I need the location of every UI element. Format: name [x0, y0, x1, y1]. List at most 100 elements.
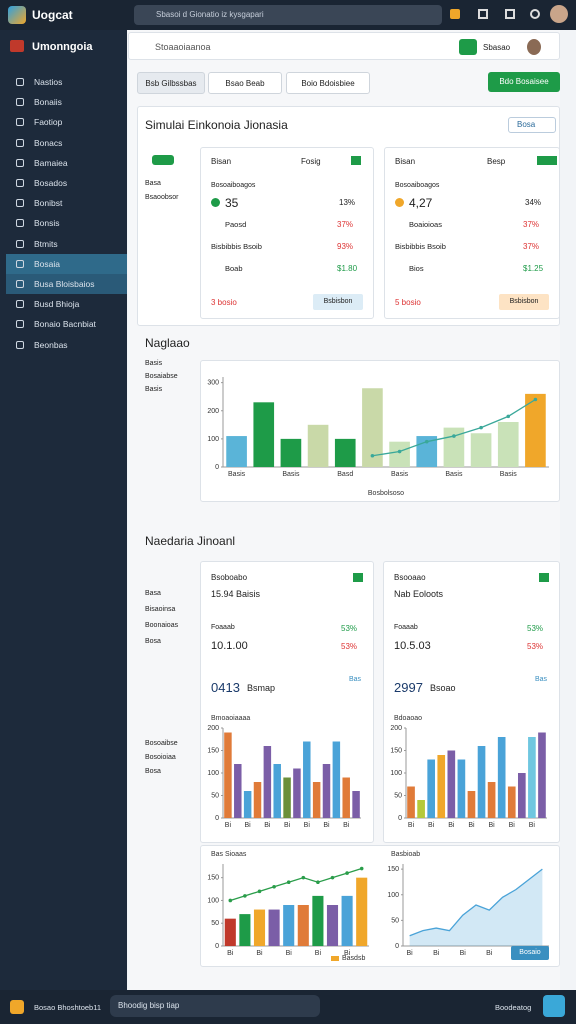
tab[interactable]: Boio Bdoisbiee — [286, 72, 370, 94]
side-label: Basis — [145, 386, 163, 393]
y-tick-label: 100 — [387, 892, 399, 899]
y-tick-label: 200 — [390, 725, 402, 732]
nav-item[interactable]: Bonacs — [6, 133, 127, 153]
bar — [427, 759, 436, 818]
search[interactable]: Stoaaoiaanoa — [155, 42, 211, 52]
nav-item[interactable]: Beonbas — [6, 335, 127, 355]
icon[interactable] — [450, 9, 460, 19]
x-tick-label: Basis — [228, 471, 246, 478]
icon-button[interactable] — [543, 995, 565, 1017]
x-tick-label: Bi — [304, 822, 311, 829]
side-label: Basa — [145, 180, 161, 187]
nav-item[interactable]: Busa Bloisbaios — [6, 274, 127, 294]
button[interactable]: Bsbisbon — [499, 294, 549, 310]
nav-item[interactable]: Bosados — [6, 173, 127, 193]
chart: 0 100 200 300 Basis Basis Basd Basis Basis Basis B… — [207, 377, 549, 497]
nav-item[interactable]: Btmits — [6, 234, 127, 254]
bar — [457, 759, 466, 818]
bar — [312, 895, 324, 946]
badge — [353, 573, 363, 582]
pct: 34% — [525, 198, 542, 207]
bar — [326, 905, 339, 946]
side-label: Bosoioiaa — [145, 754, 176, 761]
card-heading: Bosoaiboagos — [211, 182, 256, 189]
icon[interactable] — [505, 9, 515, 19]
bar — [487, 782, 496, 818]
x-tick-label: Bi — [460, 950, 467, 957]
avatar[interactable] — [550, 5, 568, 23]
y-tick-label: 100 — [390, 770, 402, 777]
point — [301, 875, 306, 880]
button[interactable]: Bosaio — [511, 946, 549, 960]
point — [345, 871, 349, 875]
row-label: Bisbibbis Bsoib — [211, 242, 262, 251]
bar — [239, 914, 251, 946]
x-tick-label: Basd — [337, 471, 353, 478]
nav-item[interactable]: Bonsis — [6, 213, 127, 233]
y-tick-label: 0 — [395, 943, 399, 950]
y-tick-label: 50 — [211, 793, 219, 800]
x-tick-label: Bi — [315, 950, 322, 957]
nav-icon — [16, 259, 24, 268]
icon-button[interactable] — [459, 39, 477, 55]
tab[interactable]: Bsb Gilbssbas — [137, 72, 205, 94]
bar — [226, 436, 247, 467]
nav-icon — [16, 219, 24, 228]
bar — [447, 750, 456, 818]
y-tick-label: 0 — [215, 464, 219, 471]
search[interactable]: Sbasoi d Gionatio iz kysgapari — [134, 5, 442, 25]
nav-item[interactable]: Bonaio Bacnbiat — [6, 314, 127, 334]
bar — [253, 782, 262, 818]
side-label: Bsaoobsor — [145, 194, 179, 201]
nav-item[interactable]: Bonibst — [6, 193, 127, 213]
nav-item[interactable]: Nastios — [6, 72, 127, 92]
icon[interactable] — [478, 9, 488, 19]
big-number: 2997 — [394, 680, 423, 695]
chart: Bas Sioaas050100150BiBiBiBiBiBasdsbBisaB… — [207, 851, 369, 962]
toggle[interactable] — [152, 155, 174, 165]
y-tick-label: 50 — [211, 920, 219, 927]
row-value: $1.80 — [337, 264, 358, 273]
action-button[interactable]: Bdo Bosaisee — [488, 72, 560, 92]
header-button[interactable]: Sbasao — [483, 43, 511, 52]
unit: Bsoao — [430, 683, 456, 693]
input[interactable]: Bhoodig bisp tiap — [110, 995, 320, 1017]
point — [424, 439, 429, 444]
x-axis-label: Bosbolsoso — [368, 490, 404, 497]
x-tick-label: Bi — [509, 822, 516, 829]
row-label: Boaioioas — [409, 220, 442, 229]
x-tick-label: Bi — [448, 822, 455, 829]
label: Foaaab — [394, 624, 418, 631]
tab[interactable]: Bsao Beab — [208, 72, 282, 94]
point — [452, 434, 456, 438]
tag: Bas — [535, 676, 548, 683]
bar — [293, 768, 301, 818]
row-value: 37% — [523, 242, 540, 251]
avatar[interactable] — [527, 39, 541, 55]
chart-title: Bas Sioaas — [211, 851, 247, 858]
legend-label: Basdsb — [342, 955, 365, 962]
nav-item[interactable]: Faotiop — [6, 112, 127, 132]
y-tick-label: 100 — [207, 897, 219, 904]
card-name: Bisan — [211, 157, 232, 166]
dropdown[interactable]: Bosa — [508, 117, 556, 133]
bar — [507, 786, 516, 818]
nav-item[interactable]: Bamaiea — [6, 153, 127, 173]
bar — [312, 782, 321, 818]
card-name: Bisan — [395, 157, 416, 166]
nav-item[interactable]: Bosaia — [6, 253, 127, 274]
line — [409, 868, 543, 937]
nav-item[interactable]: Busd Bhioja — [6, 294, 127, 314]
nav-item[interactable]: Bonaiis — [6, 92, 127, 112]
x-tick-label: Bi — [433, 950, 440, 957]
line — [230, 867, 362, 902]
nav-icon — [16, 118, 24, 127]
section-title: Naedaria Jinoanl — [145, 534, 236, 548]
bar — [297, 905, 309, 946]
nav-icon — [16, 78, 24, 86]
bar — [322, 764, 331, 818]
scenario-card: Bisan Besp Bosoaiboagos 4,27 34% Boaioioas 37%… — [384, 147, 560, 319]
button[interactable]: Bsbisbon — [313, 294, 363, 310]
icon[interactable] — [530, 9, 540, 19]
